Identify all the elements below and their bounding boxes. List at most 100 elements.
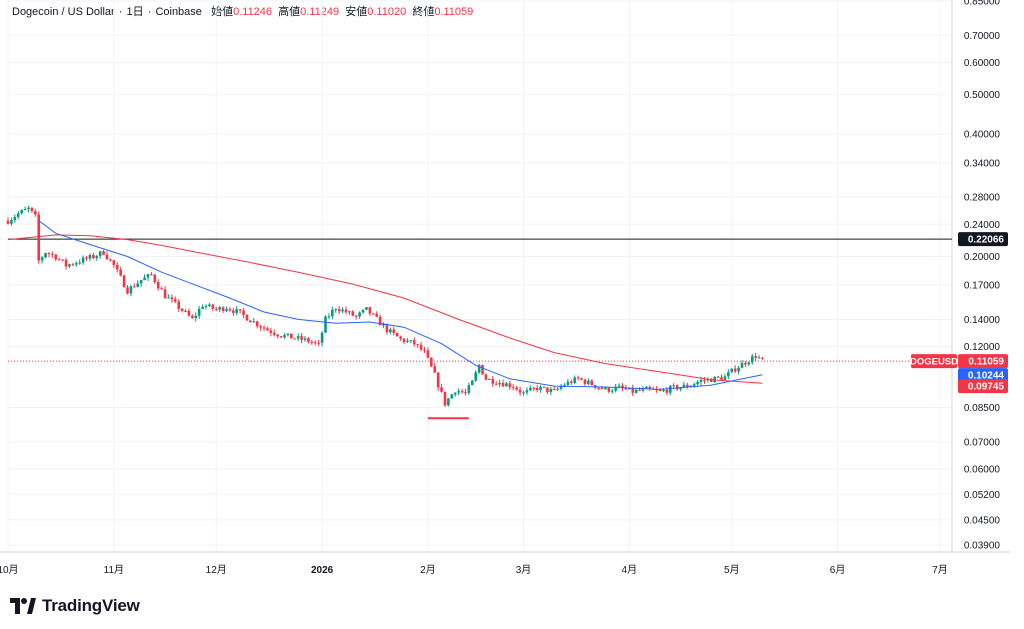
candle-body — [211, 304, 215, 309]
candle-body — [389, 329, 392, 333]
candle-body — [720, 377, 723, 380]
candle-body — [600, 387, 604, 389]
candle-body — [631, 387, 635, 393]
ma-fast-price-tag: 0.10244 — [968, 371, 1005, 382]
candle-body — [539, 386, 542, 390]
symbol-tag-bg — [911, 354, 957, 369]
candle-body — [641, 388, 645, 391]
candle-body — [194, 315, 198, 319]
candle-body — [259, 326, 262, 328]
candle-body — [662, 389, 665, 391]
candle-body — [20, 210, 23, 214]
candle-body — [610, 390, 614, 392]
high-label: 高値 — [278, 6, 301, 18]
candle-body — [430, 357, 433, 367]
ma-slow-price-tag-bg — [958, 379, 1008, 394]
x-tick-label: 2026 — [311, 565, 334, 576]
candle-body — [450, 394, 454, 399]
candle-body — [559, 386, 563, 389]
candle-body — [604, 387, 607, 389]
y-tick-label: 0.70000 — [964, 31, 1001, 42]
candle-body — [563, 384, 566, 387]
x-tick-label: 6月 — [830, 564, 846, 576]
candle-body — [47, 253, 51, 255]
candle-body — [423, 349, 426, 351]
interval-label[interactable]: 1日 — [126, 6, 144, 18]
candle-body — [464, 392, 467, 394]
candle-body — [494, 383, 498, 385]
candle-body — [484, 374, 488, 380]
hline-price-tag-bg — [958, 232, 1008, 247]
candle-body — [621, 385, 624, 389]
candle-body — [119, 269, 122, 276]
candle-body — [64, 260, 68, 267]
candle-body — [10, 220, 13, 224]
candle-body — [153, 274, 157, 282]
symbol-tag: DOGEUSD — [910, 357, 958, 368]
candle-body — [368, 307, 372, 314]
candle-body — [624, 388, 628, 390]
candle-body — [225, 309, 228, 312]
candle-body — [68, 264, 71, 267]
candle-body — [272, 332, 276, 335]
price-chart[interactable]: 10月 11月 12月 2026 2月 3月 4月 5月 6月 7月 0.85000 0.70000 0… — [0, 0, 1024, 590]
candle-body — [197, 308, 201, 316]
candle-body — [546, 387, 549, 393]
candle-body — [552, 388, 556, 390]
tradingview-logo[interactable]: TradingView — [10, 594, 140, 618]
candle-body — [590, 380, 594, 386]
candle-body — [317, 342, 320, 344]
candle-body — [682, 384, 686, 388]
candle-body — [576, 377, 580, 379]
candle-body — [44, 253, 47, 258]
candle-body — [358, 312, 361, 317]
candle-body — [672, 385, 676, 387]
candle-body — [235, 309, 239, 313]
candle-body — [40, 257, 44, 261]
candle-body — [245, 314, 249, 321]
candle-body — [115, 264, 119, 270]
y-tick-label: 0.03900 — [964, 541, 1001, 552]
symbol-name[interactable]: Dogecoin / US Dollar — [12, 6, 115, 18]
candle-body — [269, 330, 273, 333]
close-label: 終値 — [412, 6, 435, 18]
candle-body — [761, 357, 764, 359]
candle-body — [98, 251, 102, 257]
candle-body — [453, 392, 457, 395]
exchange-label: Coinbase — [155, 6, 202, 18]
candle-body — [474, 372, 478, 381]
candle-body — [37, 214, 41, 261]
candle-body — [146, 274, 150, 278]
candle-body — [757, 357, 761, 359]
candle-body — [488, 378, 491, 380]
candle-body — [573, 377, 577, 384]
candle-body — [180, 308, 184, 311]
candle-body — [529, 387, 532, 391]
candle-body — [184, 310, 187, 312]
y-tick-label: 0.85000 — [964, 0, 1001, 8]
candle-body — [416, 344, 419, 346]
candle-body — [645, 387, 648, 389]
candle-body — [566, 381, 570, 385]
candle-body — [607, 387, 611, 392]
candle-body — [249, 320, 252, 323]
candle-body — [658, 389, 662, 391]
candle-body — [331, 309, 334, 317]
candle-body — [501, 383, 505, 387]
candle-body — [354, 315, 358, 317]
high-value: 0.11249 — [300, 6, 340, 18]
candle-body — [310, 341, 314, 343]
candle-body — [51, 254, 54, 256]
candle-body — [406, 340, 409, 343]
candle-body — [669, 385, 672, 393]
y-tick-label: 0.07000 — [964, 437, 1001, 448]
candle-body — [74, 263, 78, 265]
candle-body — [221, 307, 225, 312]
candle-body — [78, 262, 81, 264]
candle-body — [218, 307, 221, 310]
candle-body — [686, 384, 689, 388]
candle-body — [505, 383, 508, 387]
y-tick-label: 0.12000 — [964, 342, 1001, 353]
candle-body — [320, 332, 324, 343]
candle-body — [392, 329, 396, 333]
